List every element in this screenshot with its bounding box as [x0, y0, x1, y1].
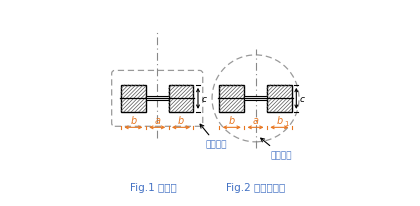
- Text: 产品外形: 产品外形: [261, 138, 291, 159]
- Text: b: b: [228, 116, 235, 126]
- Bar: [121, 85, 146, 112]
- Text: Fig.1 贴片型: Fig.1 贴片型: [130, 183, 176, 192]
- Bar: [244, 97, 267, 101]
- Bar: [219, 85, 244, 112]
- Text: b: b: [130, 116, 136, 126]
- Bar: [168, 85, 194, 112]
- Text: a: a: [252, 116, 259, 126]
- Text: 1: 1: [284, 121, 289, 127]
- Text: b: b: [276, 116, 283, 126]
- Text: c: c: [299, 94, 304, 103]
- Text: 产品外形: 产品外形: [200, 125, 227, 149]
- Text: Fig.2 铸模贴片型: Fig.2 铸模贴片型: [226, 183, 285, 192]
- Text: b: b: [178, 116, 184, 126]
- Bar: [267, 85, 292, 112]
- Text: a: a: [154, 116, 160, 126]
- Text: c: c: [201, 94, 206, 103]
- Bar: [146, 97, 168, 101]
